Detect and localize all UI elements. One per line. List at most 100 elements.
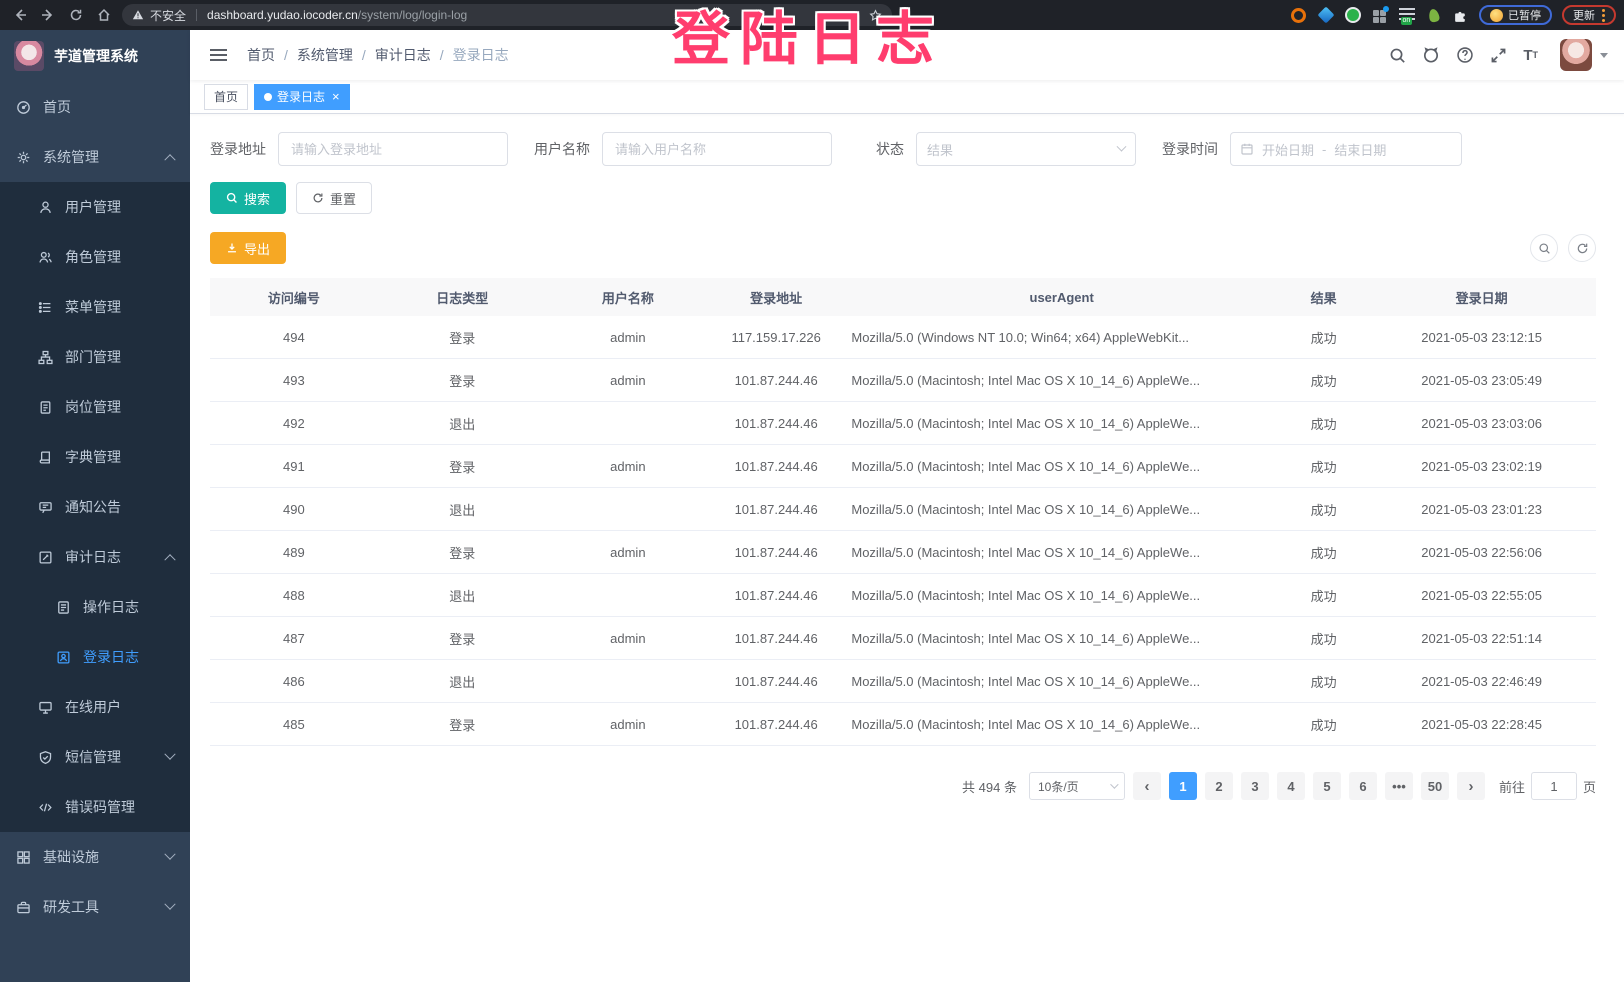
date-start-placeholder: 开始日期	[1262, 142, 1315, 158]
extension-plant-icon[interactable]	[1425, 7, 1442, 24]
sidebar-item-label: 错误码管理	[65, 799, 135, 815]
status-select[interactable]: 结果	[916, 132, 1136, 166]
goto-page-input[interactable]	[1530, 772, 1577, 800]
cell-result: 成功	[1310, 373, 1337, 389]
search-button[interactable]: 搜索	[210, 182, 287, 214]
sidebar-item-system-management[interactable]: 系统管理	[0, 132, 190, 182]
bookmark-star-icon[interactable]	[869, 8, 882, 22]
cell-date: 2021-05-03 23:03:06	[1421, 415, 1542, 431]
tag-close-icon[interactable]: ×	[332, 89, 340, 104]
sidebar-item-login-log[interactable]: 登录日志	[0, 632, 190, 682]
extension-orange-icon[interactable]	[1290, 7, 1307, 24]
tag-item[interactable]: 首页	[204, 83, 249, 110]
reset-button[interactable]: 重置	[296, 182, 373, 214]
cell-type: 登录	[449, 631, 476, 647]
profile-paused-chip[interactable]: 已暂停	[1479, 5, 1552, 25]
refresh-icon	[313, 193, 323, 203]
chevron-up-icon	[164, 554, 176, 566]
tags-view: 首页 登录日志 ×	[190, 80, 1624, 114]
cell-agent: Mozilla/5.0 (Macintosh; Intel Mac OS X 1…	[851, 716, 1201, 732]
logo-image	[14, 41, 44, 71]
extension-grid-icon[interactable]	[1371, 6, 1389, 24]
page-button[interactable]: 2	[1204, 772, 1233, 800]
page-button[interactable]: 50	[1420, 772, 1449, 800]
browser-forward-button[interactable]	[36, 3, 60, 27]
sidebar-item-role-management[interactable]: 角色管理	[0, 232, 190, 282]
refresh-table-button[interactable]	[1568, 234, 1596, 262]
sidebar-item-dict-management[interactable]: 字典管理	[0, 432, 190, 482]
sidebar-item-label: 系统管理	[43, 149, 99, 165]
sidebar-item-post-management[interactable]: 岗位管理	[0, 382, 190, 432]
sidebar-item-dev-tools[interactable]: 研发工具	[0, 882, 190, 932]
breadcrumb-item[interactable]: 首页	[247, 47, 275, 63]
login-time-range-picker[interactable]: 开始日期 - 结束日期	[1230, 132, 1462, 166]
browser-home-button[interactable]	[92, 3, 116, 27]
tag-label: 登录日志	[277, 90, 326, 104]
cell-result: 成功	[1310, 631, 1337, 647]
export-button[interactable]: 导出	[210, 232, 287, 264]
url-divider	[196, 9, 198, 21]
breadcrumb-item[interactable]: 审计日志	[374, 47, 431, 63]
fullscreen-icon[interactable]	[1490, 47, 1507, 64]
cell-ip: 101.87.244.46	[734, 372, 818, 388]
sidebar-item-notice-announcement[interactable]: 通知公告	[0, 482, 190, 532]
docs-question-icon[interactable]	[1456, 46, 1474, 64]
cell-agent: Mozilla/5.0 (Windows NT 10.0; Win64; x64…	[851, 329, 1190, 345]
extension-gem-icon[interactable]	[1317, 6, 1334, 24]
toggle-search-button[interactable]	[1530, 234, 1558, 262]
sidebar-item-label: 用户管理	[65, 199, 121, 215]
sidebar-item-user-management[interactable]: 用户管理	[0, 182, 190, 232]
prev-page-button[interactable]: ‹	[1132, 772, 1161, 800]
extension-on-icon[interactable]: on	[1398, 7, 1415, 25]
page-buttons: 1 2 3 4 5 6 ••• 50	[1168, 772, 1449, 800]
page-button[interactable]: 6	[1348, 772, 1377, 800]
header-search-icon[interactable]	[1389, 47, 1406, 64]
cell-user: admin	[610, 458, 646, 474]
browser-reload-button[interactable]	[64, 3, 88, 27]
github-icon[interactable]	[1422, 46, 1440, 64]
app-logo[interactable]: 芋道管理系统	[0, 30, 190, 82]
security-warning-icon	[132, 9, 144, 21]
back-icon	[15, 9, 26, 21]
sidebar-item-menu-management[interactable]: 菜单管理	[0, 282, 190, 332]
sidebar-item-sms-management[interactable]: 短信管理	[0, 732, 190, 782]
tag-active[interactable]: 登录日志 ×	[254, 83, 350, 110]
user-avatar[interactable]	[1560, 39, 1592, 71]
search-button-label: 搜索	[244, 191, 271, 207]
page-button[interactable]: 1	[1168, 772, 1197, 800]
sidebar-item-online-users[interactable]: 在线用户	[0, 682, 190, 732]
extensions-puzzle-icon[interactable]	[1452, 7, 1469, 24]
sidebar-item-dept-management[interactable]: 部门管理	[0, 332, 190, 382]
browser-update-button[interactable]: 更新	[1562, 5, 1616, 25]
sidebar-item-infrastructure[interactable]: 基础设施	[0, 832, 190, 882]
user-menu[interactable]	[1560, 39, 1608, 71]
page-button[interactable]: 4	[1276, 772, 1305, 800]
cell-user: admin	[610, 329, 646, 345]
username-input[interactable]	[602, 132, 832, 166]
loginlog-icon	[56, 650, 71, 665]
page-size-select[interactable]: 10条/页	[1028, 772, 1125, 800]
sidebar-item-operation-log[interactable]: 操作日志	[0, 582, 190, 632]
sidebar-item-error-code-management[interactable]: 错误码管理	[0, 782, 190, 832]
cell-agent: Mozilla/5.0 (Macintosh; Intel Mac OS X 1…	[851, 458, 1201, 474]
sidebar-item-audit-log[interactable]: 审计日志	[0, 532, 190, 582]
sidebar-item-label: 操作日志	[83, 599, 139, 615]
search-icon	[226, 192, 237, 203]
address-bar[interactable]: 不安全 dashboard.yudao.iocoder.cn/system/lo…	[122, 4, 892, 26]
sidebar-item-home[interactable]: 首页	[0, 82, 190, 132]
next-page-button[interactable]: ›	[1456, 772, 1485, 800]
browser-menu-icon[interactable]	[1602, 8, 1605, 22]
extension-green-icon[interactable]	[1344, 7, 1361, 24]
sidebar-toggle-button[interactable]	[204, 43, 233, 67]
page-button[interactable]: 5	[1312, 772, 1341, 800]
browser-back-button[interactable]	[8, 3, 32, 27]
more-pages-button[interactable]: •••	[1384, 772, 1413, 800]
login-address-input[interactable]	[278, 132, 508, 166]
chevron-down-icon	[1110, 780, 1119, 789]
page-button[interactable]: 3	[1240, 772, 1269, 800]
cell-ip: 101.87.244.46	[734, 587, 818, 603]
cell-ip: 101.87.244.46	[734, 630, 818, 646]
breadcrumb-item[interactable]: 系统管理	[296, 47, 353, 63]
post-icon	[38, 400, 53, 415]
